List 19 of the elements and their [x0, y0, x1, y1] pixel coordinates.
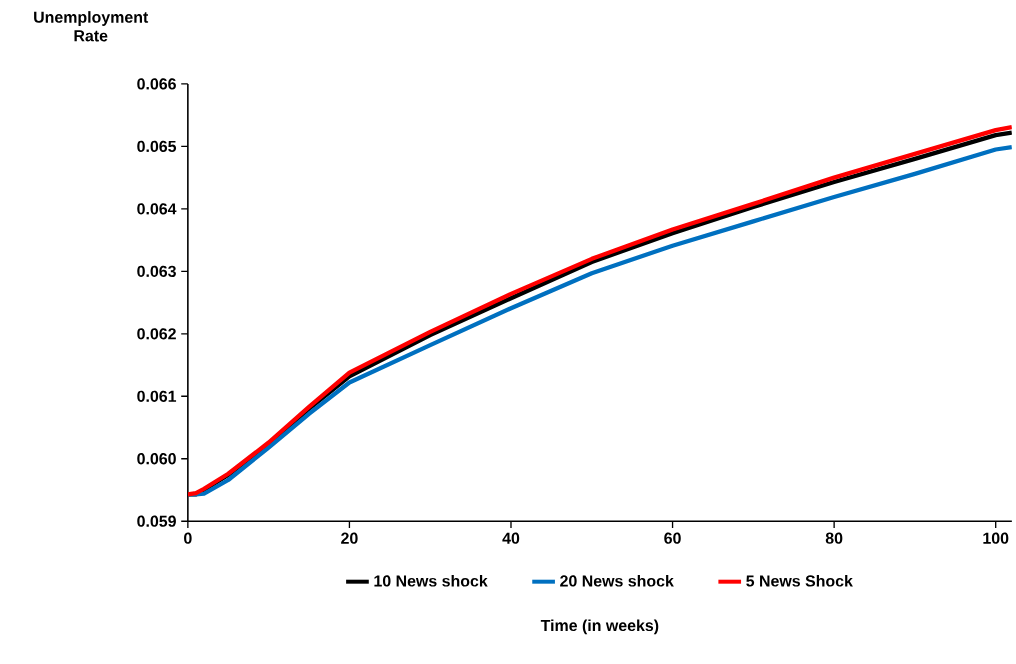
legend-label: 20 News shock: [560, 574, 674, 587]
legend-label: 10 News shock: [374, 574, 488, 587]
y-tick-label: 0.066: [137, 78, 176, 90]
x-tick-label: 20: [341, 532, 358, 544]
y-tick-label: 0.064: [137, 203, 177, 215]
legend-label: 5 News Shock: [746, 574, 853, 587]
x-tick-label: 60: [664, 532, 681, 544]
x-tick-label: 0: [184, 532, 192, 544]
y-tick-label: 0.065: [137, 140, 177, 152]
y-axis-title: Unemployment Rate: [34, 11, 149, 42]
x-tick-label: 80: [825, 532, 843, 544]
y-tick-label: 0.063: [137, 265, 176, 277]
x-axis-title: Time (in weeks): [540, 619, 659, 635]
y-tick-label: 0.062: [137, 328, 176, 340]
y-tick-label: 0.059: [137, 515, 176, 527]
x-tick-label: 100: [983, 532, 1009, 544]
y-tick-label: 0.061: [137, 390, 177, 402]
y-tick-label: 0.060: [137, 453, 176, 465]
x-tick-label: 40: [502, 532, 520, 544]
